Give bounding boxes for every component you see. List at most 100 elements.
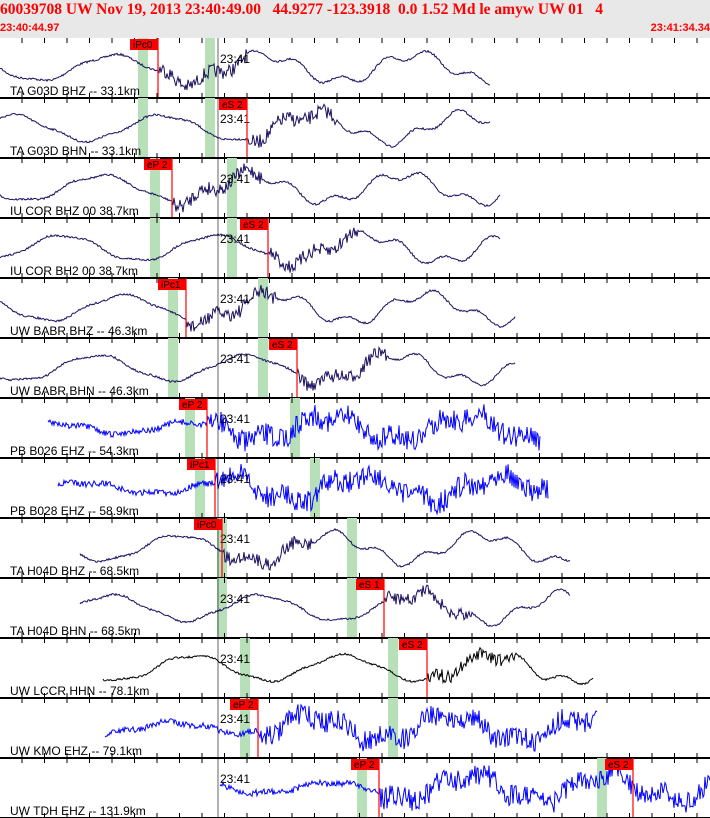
trace-row[interactable]: 23:41 iPc0 TA G03D BHZ -- 33.1km: [0, 38, 710, 99]
minute-label: 23:41: [220, 532, 250, 546]
pick-flag: [219, 99, 247, 110]
trace-row[interactable]: 23:41 eP 2 eS 2 UW TDH EHZ -- 131.9km: [0, 758, 710, 818]
phase-pick[interactable]: eS 2: [269, 338, 298, 398]
minute-label: 23:41: [220, 292, 250, 306]
station-label: TA H04D BHN -- 68.5km: [10, 624, 140, 638]
phase-window: [240, 698, 250, 758]
phase-window: [205, 38, 215, 98]
pick-flag: [144, 159, 172, 170]
minute-label: 23:41: [220, 112, 250, 126]
trace-row[interactable]: 23:41 eS 2 UW BABR BHN -- 46.3km: [0, 338, 710, 399]
phase-window: [168, 278, 178, 338]
pick-label: eP 2: [147, 160, 168, 171]
pick-flag: [187, 459, 215, 470]
pick-flag: [240, 219, 268, 230]
phase-window: [258, 278, 268, 338]
minute-label: 23:41: [220, 592, 250, 606]
station-label: TA H04D BHZ -- 68.5km: [10, 564, 139, 578]
phase-window: [227, 158, 237, 218]
pick-label: iPc0: [133, 40, 153, 51]
phase-window: [347, 518, 357, 578]
phase-window: [150, 218, 160, 278]
waveform: [219, 759, 710, 813]
pick-label: eS 2: [272, 340, 293, 351]
phase-pick[interactable]: eS 2: [219, 98, 248, 158]
pick-label: eS 1: [359, 580, 380, 591]
phase-window: [168, 338, 178, 398]
phase-pick[interactable]: eP 2: [144, 158, 173, 218]
phase-pick[interactable]: eS 2: [605, 758, 634, 818]
waveform: [0, 346, 516, 391]
pick-flag: [351, 759, 379, 770]
pick-flag: [269, 339, 297, 350]
phase-pick[interactable]: iPc1: [187, 458, 216, 518]
station-label: UW BABR BHZ -- 46.3km: [10, 324, 147, 338]
phase-window: [195, 458, 205, 518]
phase-window: [217, 578, 227, 638]
trace-row[interactable]: 23:41 iPc1 UW BABR BHZ -- 46.3km: [0, 278, 710, 339]
station-label: IU COR BHZ 00 38.7km: [10, 204, 139, 218]
trace-row[interactable]: 23:41 eP 2 PB B026 EHZ -- 54.3km: [0, 398, 710, 459]
event-title: 60039708 UW Nov 19, 2013 23:40:49.00 44.…: [0, 1, 604, 18]
start-time: 23:40:44.97: [0, 22, 60, 34]
end-time: 23:41:34.34: [650, 22, 710, 34]
waveform: [102, 646, 594, 686]
trace-row[interactable]: 23:41 eS 2 UW LCCR HHN -- 78.1km: [0, 638, 710, 699]
station-label: TA G03D BHZ -- 33.1km: [10, 84, 140, 98]
trace-row[interactable]: 23:41 eS 1 TA H04D BHN -- 68.5km: [0, 578, 710, 639]
phase-pick[interactable]: eS 2: [240, 218, 269, 278]
phase-window: [597, 758, 607, 818]
station-label: IU COR BH2 00 38.7km: [10, 264, 138, 278]
waveform: [104, 703, 598, 752]
phase-pick[interactable]: iPc0: [194, 518, 223, 578]
pick-label: eP 2: [354, 760, 375, 771]
pick-label: eS 2: [402, 640, 423, 651]
trace-row[interactable]: 23:41 iPc1 PB B028 EHZ -- 58.9km: [0, 458, 710, 519]
station-label: TA G03D BHN -- 33.1km: [10, 144, 141, 158]
station-label: UW TDH EHZ -- 131.9km: [10, 804, 146, 818]
minute-label: 23:41: [220, 352, 250, 366]
phase-window: [138, 38, 148, 98]
trace-row[interactable]: 23:41 eP 2 IU COR BHZ 00 38.7km: [0, 158, 710, 219]
phase-pick[interactable]: eS 2: [399, 638, 428, 698]
pick-flag: [399, 639, 427, 650]
phase-pick[interactable]: eP 2: [351, 758, 380, 818]
pick-label: eS 2: [608, 760, 629, 771]
pick-flag: [356, 579, 384, 590]
waveform: [0, 163, 501, 213]
waveform: [0, 103, 491, 148]
phase-pick[interactable]: iPc1: [158, 278, 187, 338]
phase-pick[interactable]: eP 2: [179, 398, 208, 458]
pick-flag: [605, 759, 633, 770]
phase-pick[interactable]: eP 2: [230, 698, 259, 758]
station-label: UW BABR BHN -- 46.3km: [10, 384, 149, 398]
phase-pick[interactable]: iPc0: [130, 38, 159, 98]
phase-window: [357, 758, 367, 818]
minute-label: 23:41: [220, 52, 250, 66]
waveform: [47, 404, 541, 452]
pick-label: iPc1: [161, 280, 181, 291]
phase-window: [185, 398, 195, 458]
minute-label: 23:41: [220, 232, 250, 246]
phase-pick[interactable]: eS 1: [356, 578, 385, 638]
minute-label: 23:41: [220, 772, 250, 786]
phase-window: [227, 218, 237, 278]
minute-label: 23:41: [220, 412, 250, 426]
waveform: [57, 464, 549, 516]
pick-label: iPc0: [197, 520, 217, 531]
minute-label: 23:41: [220, 172, 250, 186]
phase-window: [347, 578, 357, 638]
phase-window: [388, 698, 398, 758]
station-label: UW LCCR HHN -- 78.1km: [10, 684, 149, 698]
waveform: [0, 49, 490, 91]
phase-window: [150, 158, 160, 218]
station-label: PB B028 EHZ -- 58.9km: [10, 504, 139, 518]
minute-label: 23:41: [220, 712, 250, 726]
waveform: [79, 584, 571, 627]
phase-window: [240, 638, 250, 698]
